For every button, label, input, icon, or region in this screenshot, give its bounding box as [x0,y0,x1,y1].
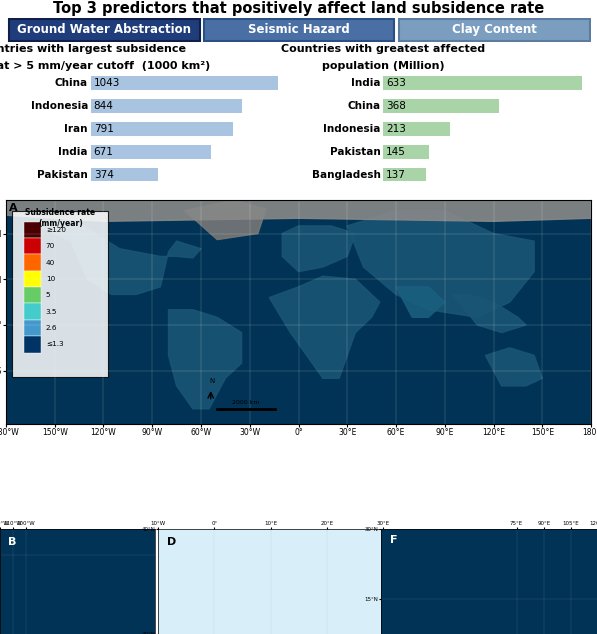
Text: A: A [9,204,17,214]
Polygon shape [6,200,591,221]
Polygon shape [184,200,266,240]
Text: Subsidence rate: Subsidence rate [25,208,96,217]
Text: China: China [55,78,88,88]
Bar [91,100,242,113]
FancyBboxPatch shape [204,19,395,41]
Bar [23,271,41,287]
Polygon shape [396,287,445,318]
Text: N: N [210,378,215,384]
Text: 791: 791 [94,124,113,134]
Polygon shape [347,210,534,318]
Bar [91,168,158,181]
Text: ≤1.3: ≤1.3 [46,341,63,347]
Text: Iran: Iran [64,124,88,134]
Text: D: D [167,538,176,547]
Text: 3.5: 3.5 [46,309,57,314]
Bar [91,76,278,90]
Bar [23,287,41,304]
Text: Clay Content: Clay Content [452,23,537,36]
Text: China: China [347,101,380,111]
FancyBboxPatch shape [9,19,199,41]
Text: 5: 5 [46,292,50,299]
Bar [23,238,41,254]
Polygon shape [168,310,242,409]
Text: 213: 213 [386,124,406,134]
Text: India: India [59,147,88,157]
Polygon shape [453,294,526,333]
Polygon shape [269,276,380,378]
Text: B: B [8,538,16,547]
Text: 10: 10 [46,276,55,282]
Text: Indonesia: Indonesia [323,124,380,134]
Text: F: F [390,535,397,545]
Text: Countries with greatest affected: Countries with greatest affected [281,44,485,54]
FancyBboxPatch shape [399,19,590,41]
Text: Countries with largest subsidence: Countries with largest subsidence [0,44,186,54]
Text: 2.6: 2.6 [46,325,57,331]
Text: (mm/year): (mm/year) [38,219,83,228]
Bar [91,145,211,158]
Bar [383,145,429,158]
Text: 137: 137 [386,170,406,179]
Bar [23,336,41,353]
Bar [383,76,582,90]
Text: 374: 374 [94,170,113,179]
Text: India: India [351,78,380,88]
Text: 671: 671 [94,147,113,157]
Text: population (Million): population (Million) [322,61,445,71]
Text: Top 3 predictors that positively affect land subsidence rate: Top 3 predictors that positively affect … [53,1,544,16]
Bar [23,304,41,320]
Bar [383,168,426,181]
Text: 368: 368 [386,101,406,111]
Bar [23,320,41,336]
Polygon shape [282,226,355,271]
Text: Pakistan: Pakistan [37,170,88,179]
Bar [383,100,499,113]
Text: Seismic Hazard: Seismic Hazard [248,23,350,36]
Text: ≥120: ≥120 [46,227,66,233]
Text: 145: 145 [386,147,406,157]
Text: Ground Water Abstraction: Ground Water Abstraction [17,23,191,36]
Polygon shape [485,348,542,386]
Text: 633: 633 [386,78,406,88]
Text: 844: 844 [94,101,113,111]
Text: 1043: 1043 [94,78,120,88]
Text: 70: 70 [46,243,55,249]
Text: 40: 40 [46,259,55,266]
Polygon shape [26,218,201,294]
Text: Indonesia: Indonesia [30,101,88,111]
Bar [91,122,233,136]
Text: extent, at > 5 mm/year cutoff  (1000 km²): extent, at > 5 mm/year cutoff (1000 km²) [0,61,210,71]
Bar [23,254,41,271]
Bar [23,222,41,238]
Text: 2000 km: 2000 km [232,400,260,405]
Text: Pakistan: Pakistan [330,147,380,157]
Text: Bangladesh: Bangladesh [312,170,380,179]
Bar [383,122,450,136]
FancyBboxPatch shape [12,211,108,377]
